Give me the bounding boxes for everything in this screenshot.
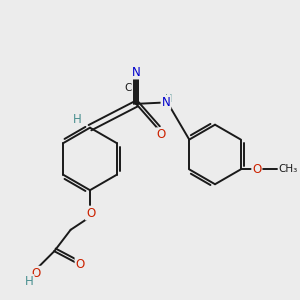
- Text: O: O: [157, 128, 166, 141]
- Text: H: H: [165, 94, 172, 104]
- Text: N: N: [132, 65, 140, 79]
- Text: O: O: [86, 207, 95, 220]
- Text: CH₃: CH₃: [278, 164, 298, 174]
- Text: O: O: [76, 257, 85, 271]
- Text: H: H: [73, 113, 82, 126]
- Text: O: O: [252, 163, 262, 176]
- Text: N: N: [161, 96, 170, 109]
- Text: C: C: [124, 83, 131, 93]
- Text: O: O: [32, 267, 41, 280]
- Text: H: H: [25, 275, 34, 288]
